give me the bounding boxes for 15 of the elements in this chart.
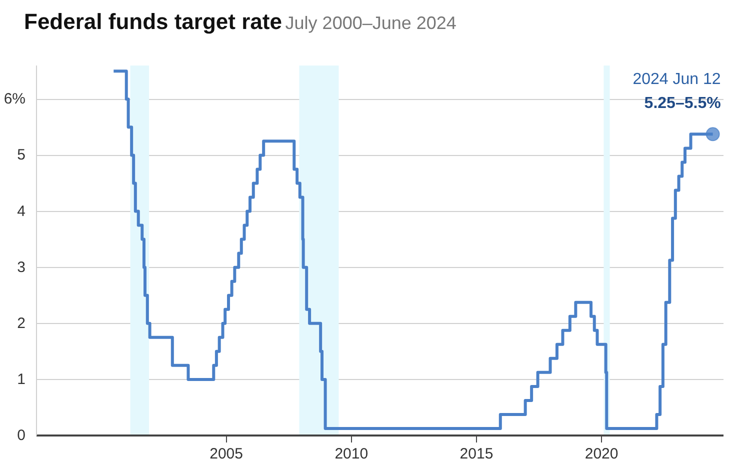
x-tick-label: 2015: [460, 446, 494, 462]
y-tick-label: 4: [17, 202, 26, 220]
x-tick-label: 2005: [210, 446, 244, 462]
annotation: 5.25–5.5%: [644, 95, 721, 112]
x-tick-label: 2010: [334, 446, 368, 462]
y-tick-label: 5: [17, 146, 26, 164]
y-tick-label: 0: [17, 427, 26, 444]
annotation: 2024 Jun 12: [632, 71, 721, 88]
y-tick-label: 6%: [4, 90, 26, 108]
chart-title: Federal funds target rate: [24, 9, 282, 34]
y-tick-label: 1: [17, 370, 26, 388]
y-tick-label: 3: [17, 258, 26, 276]
y-tick-label: 2: [17, 314, 26, 332]
chart-subtitle: July 2000–June 2024: [285, 13, 456, 33]
x-tick-label: 2020: [584, 446, 618, 462]
